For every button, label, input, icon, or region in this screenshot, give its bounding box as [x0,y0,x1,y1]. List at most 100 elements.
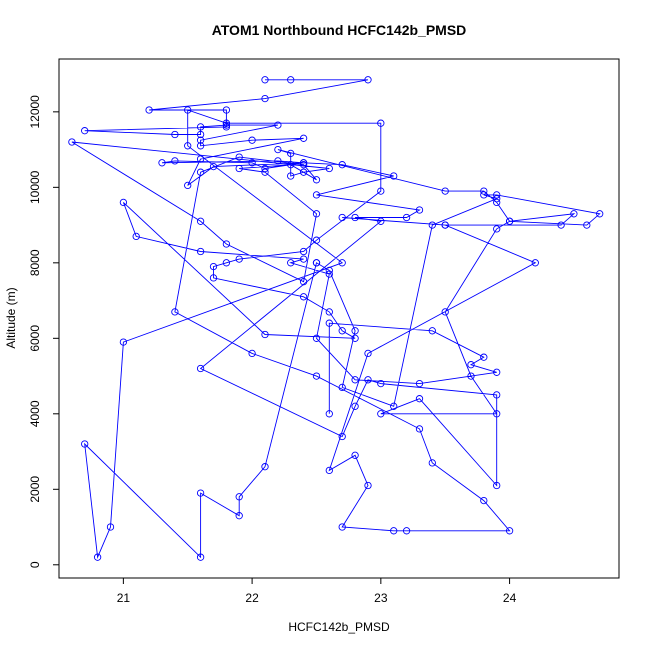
data-point [81,440,89,448]
data-point [415,425,424,433]
y-tick-label: 4000 [28,400,42,427]
y-tick-label: 2000 [28,476,42,503]
data-point [171,157,179,165]
data-point [505,217,514,225]
data-point [235,153,243,161]
data-point [364,349,372,358]
data-point [596,210,604,218]
data-point [338,523,346,531]
data-point [351,327,359,335]
data-point [299,159,308,167]
data-point [222,119,231,127]
data-point [93,553,102,561]
data-point [222,240,231,248]
data-point [235,255,243,263]
data-point [377,187,385,195]
data-point [325,164,333,173]
data-point [390,402,398,410]
data-point [209,274,218,282]
data-point [299,293,308,301]
data-point [312,191,321,199]
data-point [119,198,128,207]
data-point [312,259,321,267]
data-point [467,361,475,369]
y-tick-label: 12000 [28,95,42,129]
data-point [235,164,243,173]
data-point [428,327,436,335]
y-tick-label: 8000 [28,249,42,276]
series-lines [71,79,601,559]
data-point [171,308,179,316]
data-point [364,481,372,490]
data-point [184,181,192,190]
y-axis-label: Altitude (m) [4,287,18,348]
data-point [351,213,359,222]
data-point [325,266,333,275]
data-point [209,162,218,171]
data-point [299,247,308,256]
x-tick-label: 23 [374,591,388,605]
data-point [428,459,436,467]
x-tick-label: 21 [117,591,131,605]
y-tick-label: 10000 [28,170,42,204]
data-point [467,372,475,380]
data-point [184,106,192,114]
data-point [351,334,359,342]
data-point [274,145,282,154]
data-point [287,259,295,267]
data-point [287,76,295,84]
data-point [325,319,333,327]
data-point [364,376,372,384]
data-point [493,410,501,418]
data-point [364,76,372,84]
data-point [325,308,333,316]
plot-frame [58,58,620,579]
chart-title: ATOM1 Northbound HCFC142b_PMSD [212,22,467,38]
data-point [557,221,565,229]
data-point [377,217,385,225]
data-point [196,489,205,497]
data-point [145,106,153,114]
data-point [274,121,282,129]
data-point [184,142,192,150]
data-point [261,164,269,173]
data-point [428,221,436,229]
data-point [222,123,231,131]
data-point [493,195,501,203]
data-point [287,172,295,180]
data-point [235,493,243,501]
data-point [68,138,76,146]
data-point [493,191,501,199]
data-point [196,155,205,163]
data-point [312,176,321,184]
data-point [325,270,333,278]
data-point [441,308,449,316]
data-point [287,161,295,169]
data-point [261,330,269,339]
data-point [351,402,359,410]
data-point [196,553,205,561]
data-point [390,527,398,535]
data-point [299,161,308,169]
data-point [415,206,424,214]
data-point [377,410,385,418]
data-point [312,210,321,218]
data-point [338,327,346,335]
data-point [171,130,179,139]
data-point [480,191,488,199]
data-point [248,136,256,144]
data-point [158,159,166,167]
data-point [132,232,140,241]
data-point [493,481,501,490]
data-point [106,523,115,531]
data-point [415,395,424,403]
data-point [261,463,269,471]
data-point [415,379,424,388]
data-point [338,259,346,267]
y-tick-label: 0 [28,561,42,568]
data-point [493,391,501,399]
data-point [338,383,346,392]
data-point [570,210,578,218]
data-point [196,136,205,144]
data-point [299,168,308,176]
